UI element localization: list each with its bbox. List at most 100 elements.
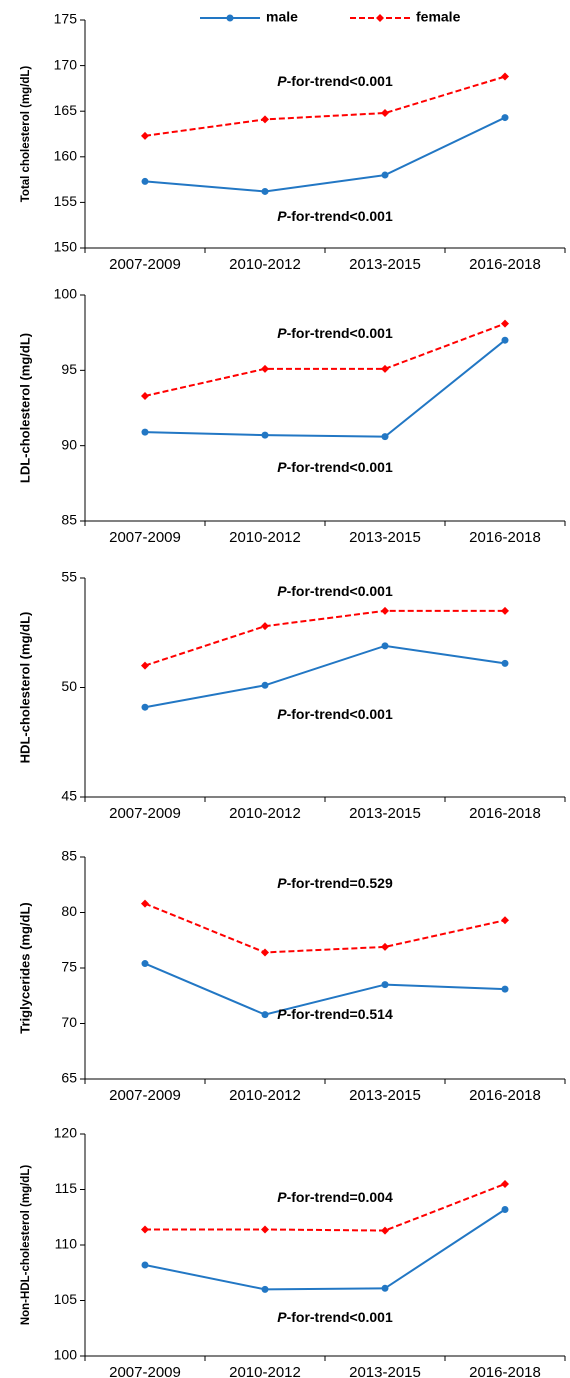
x-tick-label: 2007-2009 [109, 529, 181, 546]
marker [261, 431, 269, 439]
marker [501, 606, 509, 615]
marker [501, 1205, 509, 1213]
y-axis-title: LDL-cholesterol (mg/dL) [17, 333, 32, 483]
series-line [144, 962, 506, 1016]
annotation: P-for-trend<0.001 [277, 208, 393, 224]
marker [501, 319, 509, 328]
x-tick-label: 2013-2015 [349, 529, 421, 546]
x-tick-label: 2007-2009 [109, 256, 181, 273]
marker [141, 703, 149, 711]
marker [501, 72, 509, 81]
annotation: P-for-trend=0.514 [277, 1006, 393, 1022]
y-axis-title: Non-HDL-cholesterol (mg/dL) [20, 1165, 32, 1326]
y-tick-label: 85 [61, 848, 77, 864]
x-tick-label: 2013-2015 [349, 256, 421, 273]
y-tick-label: 85 [61, 512, 77, 528]
y-tick-label: 170 [54, 56, 78, 72]
marker [381, 1284, 389, 1292]
series-line [144, 644, 506, 709]
marker [381, 109, 389, 118]
y-tick-label: 150 [54, 239, 78, 255]
marker [226, 14, 234, 22]
marker [501, 336, 509, 344]
y-axis-title: Triglycerides (mg/dL) [17, 902, 32, 1033]
marker [501, 114, 509, 122]
annotation: P-for-trend<0.001 [277, 325, 393, 341]
marker [261, 1011, 269, 1019]
y-axis-title: HDL-cholesterol (mg/dL) [17, 612, 32, 764]
marker [141, 177, 149, 185]
annotation: P-for-trend=0.004 [277, 1189, 393, 1205]
series-line [144, 609, 505, 667]
marker [381, 364, 389, 373]
x-tick-label: 2016-2018 [469, 1087, 541, 1104]
y-tick-label: 100 [54, 286, 78, 302]
marker [501, 659, 509, 667]
marker [141, 1261, 149, 1269]
marker [381, 1226, 389, 1235]
x-tick-label: 2007-2009 [109, 1364, 181, 1378]
x-tick-label: 2007-2009 [109, 1087, 181, 1104]
y-tick-label: 175 [54, 11, 78, 27]
x-tick-label: 2010-2012 [229, 805, 301, 822]
x-tick-label: 2010-2012 [229, 256, 301, 273]
marker [381, 942, 389, 951]
series-line [144, 339, 506, 438]
marker [381, 642, 389, 650]
annotation: P-for-trend=0.529 [277, 875, 393, 891]
marker [141, 428, 149, 436]
y-tick-label: 105 [54, 1291, 78, 1307]
marker [381, 606, 389, 615]
legend-label: female [416, 9, 461, 25]
x-tick-label: 2010-2012 [229, 1087, 301, 1104]
x-tick-label: 2016-2018 [469, 256, 541, 273]
y-tick-label: 80 [61, 903, 77, 919]
marker [261, 681, 269, 689]
y-tick-label: 75 [61, 959, 77, 975]
marker [261, 115, 269, 124]
marker [261, 187, 269, 195]
marker [501, 916, 509, 925]
y-tick-label: 115 [55, 1180, 78, 1196]
y-tick-label: 100 [54, 1347, 78, 1363]
marker [141, 131, 149, 140]
y-tick-label: 155 [54, 193, 78, 209]
series-line [144, 75, 506, 137]
y-tick-label: 65 [61, 1070, 77, 1086]
y-tick-label: 70 [61, 1014, 77, 1030]
annotation: P-for-trend<0.001 [277, 459, 393, 475]
marker [381, 433, 389, 441]
series-line [144, 322, 506, 397]
marker [141, 899, 149, 908]
marker [261, 622, 269, 631]
series-line [144, 116, 506, 193]
x-tick-label: 2013-2015 [349, 1087, 421, 1104]
y-tick-label: 165 [54, 102, 78, 118]
legend-label: male [266, 9, 298, 25]
x-tick-label: 2016-2018 [469, 529, 541, 546]
marker [501, 985, 509, 993]
marker [261, 948, 269, 957]
y-tick-label: 120 [54, 1125, 78, 1141]
y-tick-label: 55 [61, 569, 77, 585]
x-tick-label: 2016-2018 [469, 1364, 541, 1378]
x-tick-label: 2007-2009 [109, 805, 181, 822]
annotation: P-for-trend<0.001 [277, 73, 393, 89]
y-tick-label: 45 [61, 788, 77, 804]
x-tick-label: 2013-2015 [349, 1364, 421, 1378]
series-line [145, 1183, 506, 1232]
x-tick-label: 2010-2012 [229, 1364, 301, 1378]
x-tick-label: 2010-2012 [229, 529, 301, 546]
marker [501, 1179, 509, 1188]
marker [261, 364, 269, 373]
annotation: P-for-trend<0.001 [277, 1309, 393, 1325]
x-tick-label: 2013-2015 [349, 805, 421, 822]
y-axis-title: Total cholesterol (mg/dL) [20, 66, 32, 203]
marker [261, 1285, 269, 1293]
marker [141, 960, 149, 968]
y-tick-label: 90 [61, 436, 77, 452]
marker [381, 171, 389, 179]
y-tick-label: 95 [61, 361, 77, 377]
y-tick-label: 50 [61, 678, 77, 694]
